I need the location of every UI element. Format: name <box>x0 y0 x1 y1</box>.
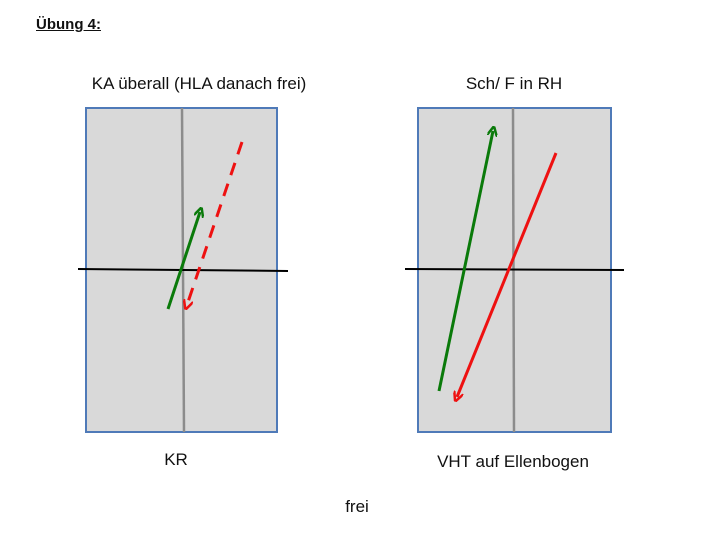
right-panel-top-label: Sch/ F in RH <box>465 74 563 93</box>
right-panel-bottom-label: VHT auf Ellenbogen <box>437 452 589 471</box>
left-panel-top-label: KA überall (HLA danach frei) <box>91 74 307 93</box>
left-panel <box>77 107 289 433</box>
right-red-arrow <box>457 152 558 397</box>
left-red-dashed-arrow <box>187 141 244 305</box>
right-panel <box>404 107 625 433</box>
left-horizontal-line <box>77 268 289 272</box>
footer-label: frei <box>345 497 369 516</box>
left-green-arrow <box>166 212 200 310</box>
right-green-arrow <box>437 131 493 392</box>
right-horizontal-line <box>404 268 625 271</box>
left-panel-bottom-label: KR <box>164 450 188 469</box>
exercise-heading: Übung 4: <box>36 16 101 33</box>
